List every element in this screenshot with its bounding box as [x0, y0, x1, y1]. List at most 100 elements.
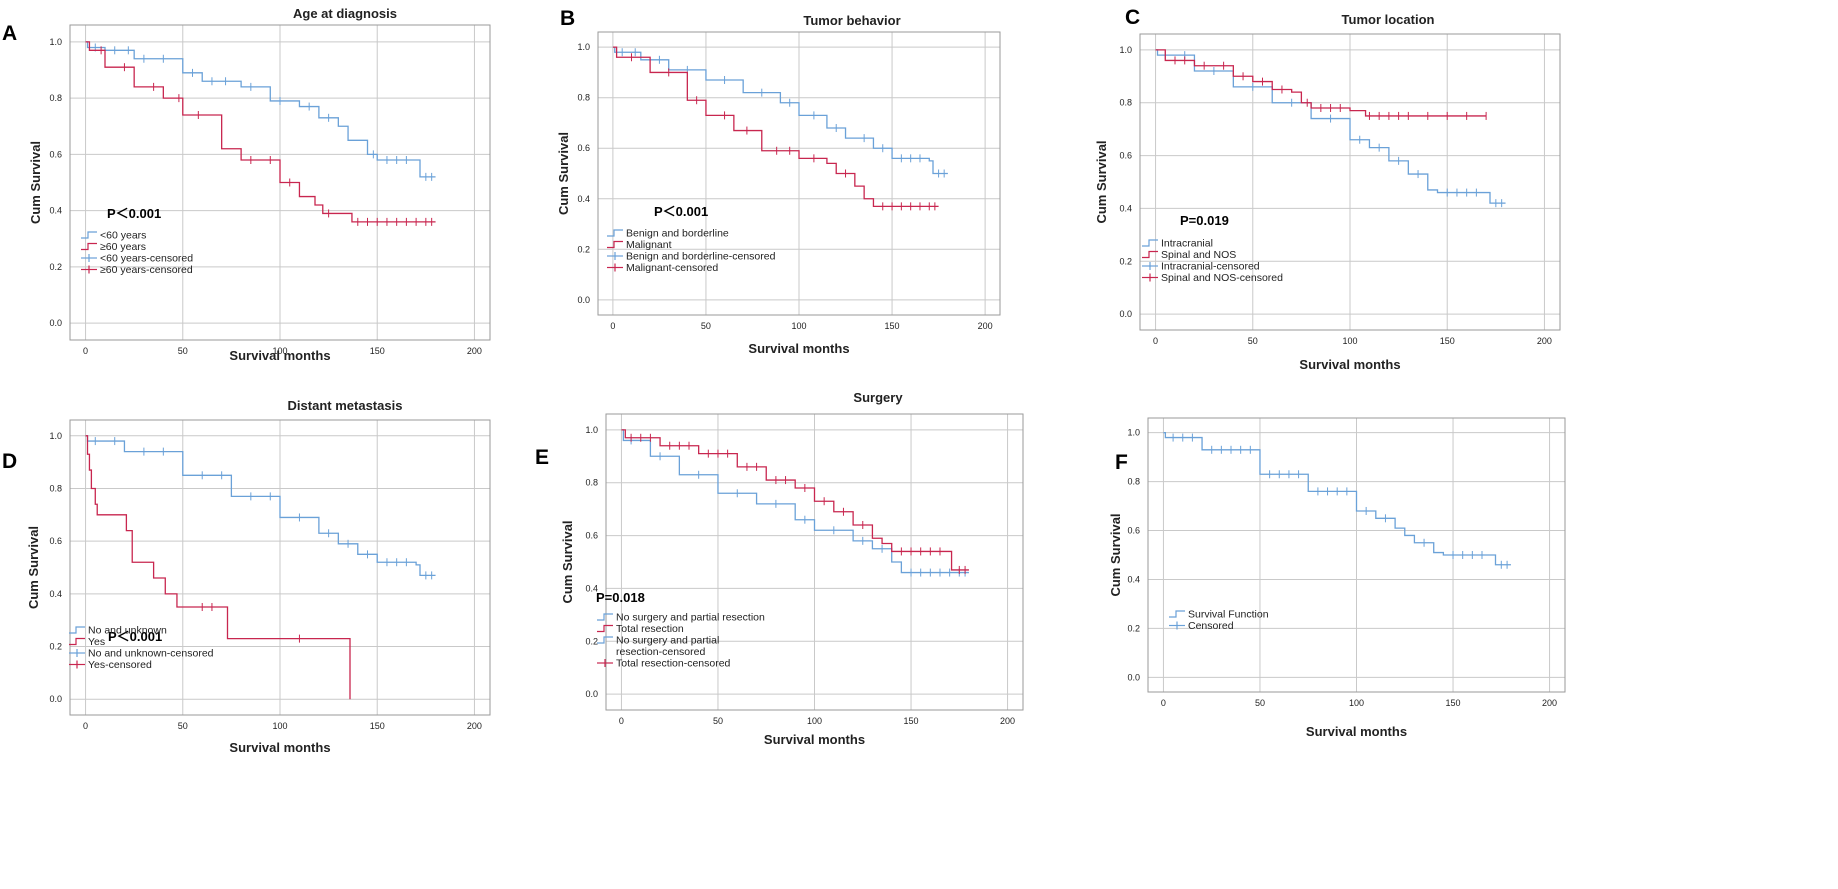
- plot-frame: [605, 413, 1024, 711]
- panel-B: B 0.0 0.2 0.4 0.6 0.8 1.0 0 50 100 150 200 Tumor beh…: [556, 7, 1001, 356]
- y-tick-label: 0.4: [577, 194, 590, 204]
- legend-entry: <60 years: [100, 230, 146, 242]
- legend-entry: No surgery and partial: [616, 635, 719, 647]
- legend-entry: Survival Function: [1188, 609, 1269, 621]
- chart-title: Tumor behavior: [803, 13, 900, 28]
- y-tick-label: 0.2: [577, 244, 590, 254]
- p-value: P=0.019: [1180, 213, 1229, 228]
- legend-entry: Benign and borderline-censored: [626, 251, 776, 263]
- y-tick-label: 0.8: [577, 93, 590, 103]
- x-tick-label: 100: [1342, 336, 1357, 346]
- x-axis-label: Survival months: [229, 740, 330, 755]
- panel-C: C 0.0 0.2 0.4 0.6 0.8 1.0 0 50 100 150 200 Tumor loc…: [1094, 6, 1561, 372]
- x-tick-label: 150: [885, 321, 900, 331]
- legend-entry: No and unknown: [88, 625, 167, 637]
- x-tick-label: 150: [1440, 336, 1455, 346]
- chart-title: Tumor location: [1342, 12, 1435, 27]
- y-tick-label: 1.0: [49, 37, 62, 47]
- plot-frame: [1139, 33, 1561, 331]
- x-tick-label: 50: [1248, 336, 1258, 346]
- x-tick-label: 50: [178, 721, 188, 731]
- legend-swatch: [607, 240, 623, 249]
- panel-F: F 0.0 0.2 0.4 0.6 0.8 1.0 0 50 100 150 200 Survival …: [1108, 417, 1566, 739]
- legend-entry: Yes: [88, 636, 105, 648]
- y-tick-label: 0.6: [49, 536, 62, 546]
- y-tick-label: 1.0: [1127, 428, 1140, 438]
- x-tick-label: 0: [619, 716, 624, 726]
- y-tick-label: 0.8: [49, 483, 62, 493]
- y-tick-label: 0.0: [577, 295, 590, 305]
- y-tick-label: 0.8: [585, 478, 598, 488]
- p-value: P＜0.001: [108, 629, 162, 644]
- legend-entry: ≥60 years: [100, 241, 146, 253]
- y-tick-label: 0.6: [1119, 151, 1132, 161]
- x-tick-label: 50: [1255, 698, 1265, 708]
- x-tick-label: 200: [1542, 698, 1557, 708]
- panel-label: E: [535, 446, 549, 469]
- y-tick-label: 0.4: [49, 206, 62, 216]
- legend-swatch: [69, 626, 85, 634]
- x-tick-label: 150: [370, 721, 385, 731]
- legend-entry: resection-censored: [616, 646, 705, 658]
- x-tick-label: 200: [467, 346, 482, 356]
- x-tick-label: 200: [1537, 336, 1552, 346]
- km-curve-survival-function: [1163, 432, 1511, 566]
- y-axis-label: Cum Survival: [556, 132, 571, 215]
- x-tick-label: 150: [370, 346, 385, 356]
- legend-swatch: [1142, 239, 1158, 247]
- legend-entry: Intracranial: [1161, 238, 1213, 250]
- y-tick-label: 0.2: [585, 636, 598, 646]
- legend-entry: Spinal and NOS-censored: [1161, 272, 1283, 284]
- y-tick-label: 0.6: [49, 149, 62, 159]
- chart-title: Age at diagnosis: [293, 6, 397, 21]
- y-tick-label: 0.0: [1119, 309, 1132, 319]
- y-tick-label: 1.0: [49, 431, 62, 441]
- chart-title: Distant metastasis: [288, 398, 403, 413]
- x-tick-label: 200: [1000, 716, 1015, 726]
- y-axis-label: Cum Survival: [560, 520, 575, 603]
- plot-frame: [1147, 417, 1566, 693]
- y-tick-label: 1.0: [577, 42, 590, 52]
- x-tick-label: 50: [701, 321, 711, 331]
- panel-A: A 0.0 0.2 0.4 0.6 0.8 1.0 0 50 100 150 200 Age at di…: [2, 6, 491, 363]
- legend-swatch: [81, 231, 97, 239]
- y-tick-label: 0.8: [49, 93, 62, 103]
- y-tick-label: 0.8: [1127, 477, 1140, 487]
- x-tick-label: 100: [272, 346, 287, 356]
- y-tick-label: 0.0: [1127, 672, 1140, 682]
- p-value: P=0.018: [596, 590, 645, 605]
- y-tick-label: 0.2: [49, 642, 62, 652]
- y-tick-label: 1.0: [1119, 45, 1132, 55]
- x-tick-label: 0: [83, 721, 88, 731]
- legend-entry: No surgery and partial resection: [616, 612, 765, 624]
- chart-title: Surgery: [853, 390, 903, 405]
- legend-swatch: [597, 636, 613, 644]
- km-curve-no-and-unknown: [85, 435, 436, 577]
- legend-entry: Malignant-censored: [626, 262, 718, 274]
- legend-swatch: [597, 624, 613, 633]
- km-curve-total-resection: [621, 429, 969, 571]
- y-tick-label: 0.4: [49, 589, 62, 599]
- y-tick-label: 0.6: [585, 531, 598, 541]
- y-tick-label: 0.2: [49, 262, 62, 272]
- y-axis-label: Cum Survival: [1108, 513, 1123, 596]
- y-tick-label: 0.6: [1127, 526, 1140, 536]
- x-tick-label: 50: [713, 716, 723, 726]
- x-tick-label: 150: [1446, 698, 1461, 708]
- panel-label: C: [1125, 6, 1140, 29]
- legend-swatch: [1142, 250, 1158, 259]
- km-curve-intracranial: [1155, 49, 1506, 204]
- y-tick-label: 0.4: [585, 583, 598, 593]
- y-tick-label: 0.2: [1119, 256, 1132, 266]
- x-tick-label: 50: [178, 346, 188, 356]
- km-curve-malignant: [612, 46, 939, 207]
- p-value: P＜0.001: [107, 206, 161, 221]
- y-axis-label: Cum Survival: [26, 526, 41, 609]
- x-tick-label: 100: [791, 321, 806, 331]
- x-axis-label: Survival months: [229, 348, 330, 363]
- p-value: P＜0.001: [654, 204, 708, 219]
- legend-entry: Intracranial-censored: [1161, 261, 1260, 273]
- plot-frame: [69, 419, 491, 716]
- km-curve--60-years: [85, 41, 436, 178]
